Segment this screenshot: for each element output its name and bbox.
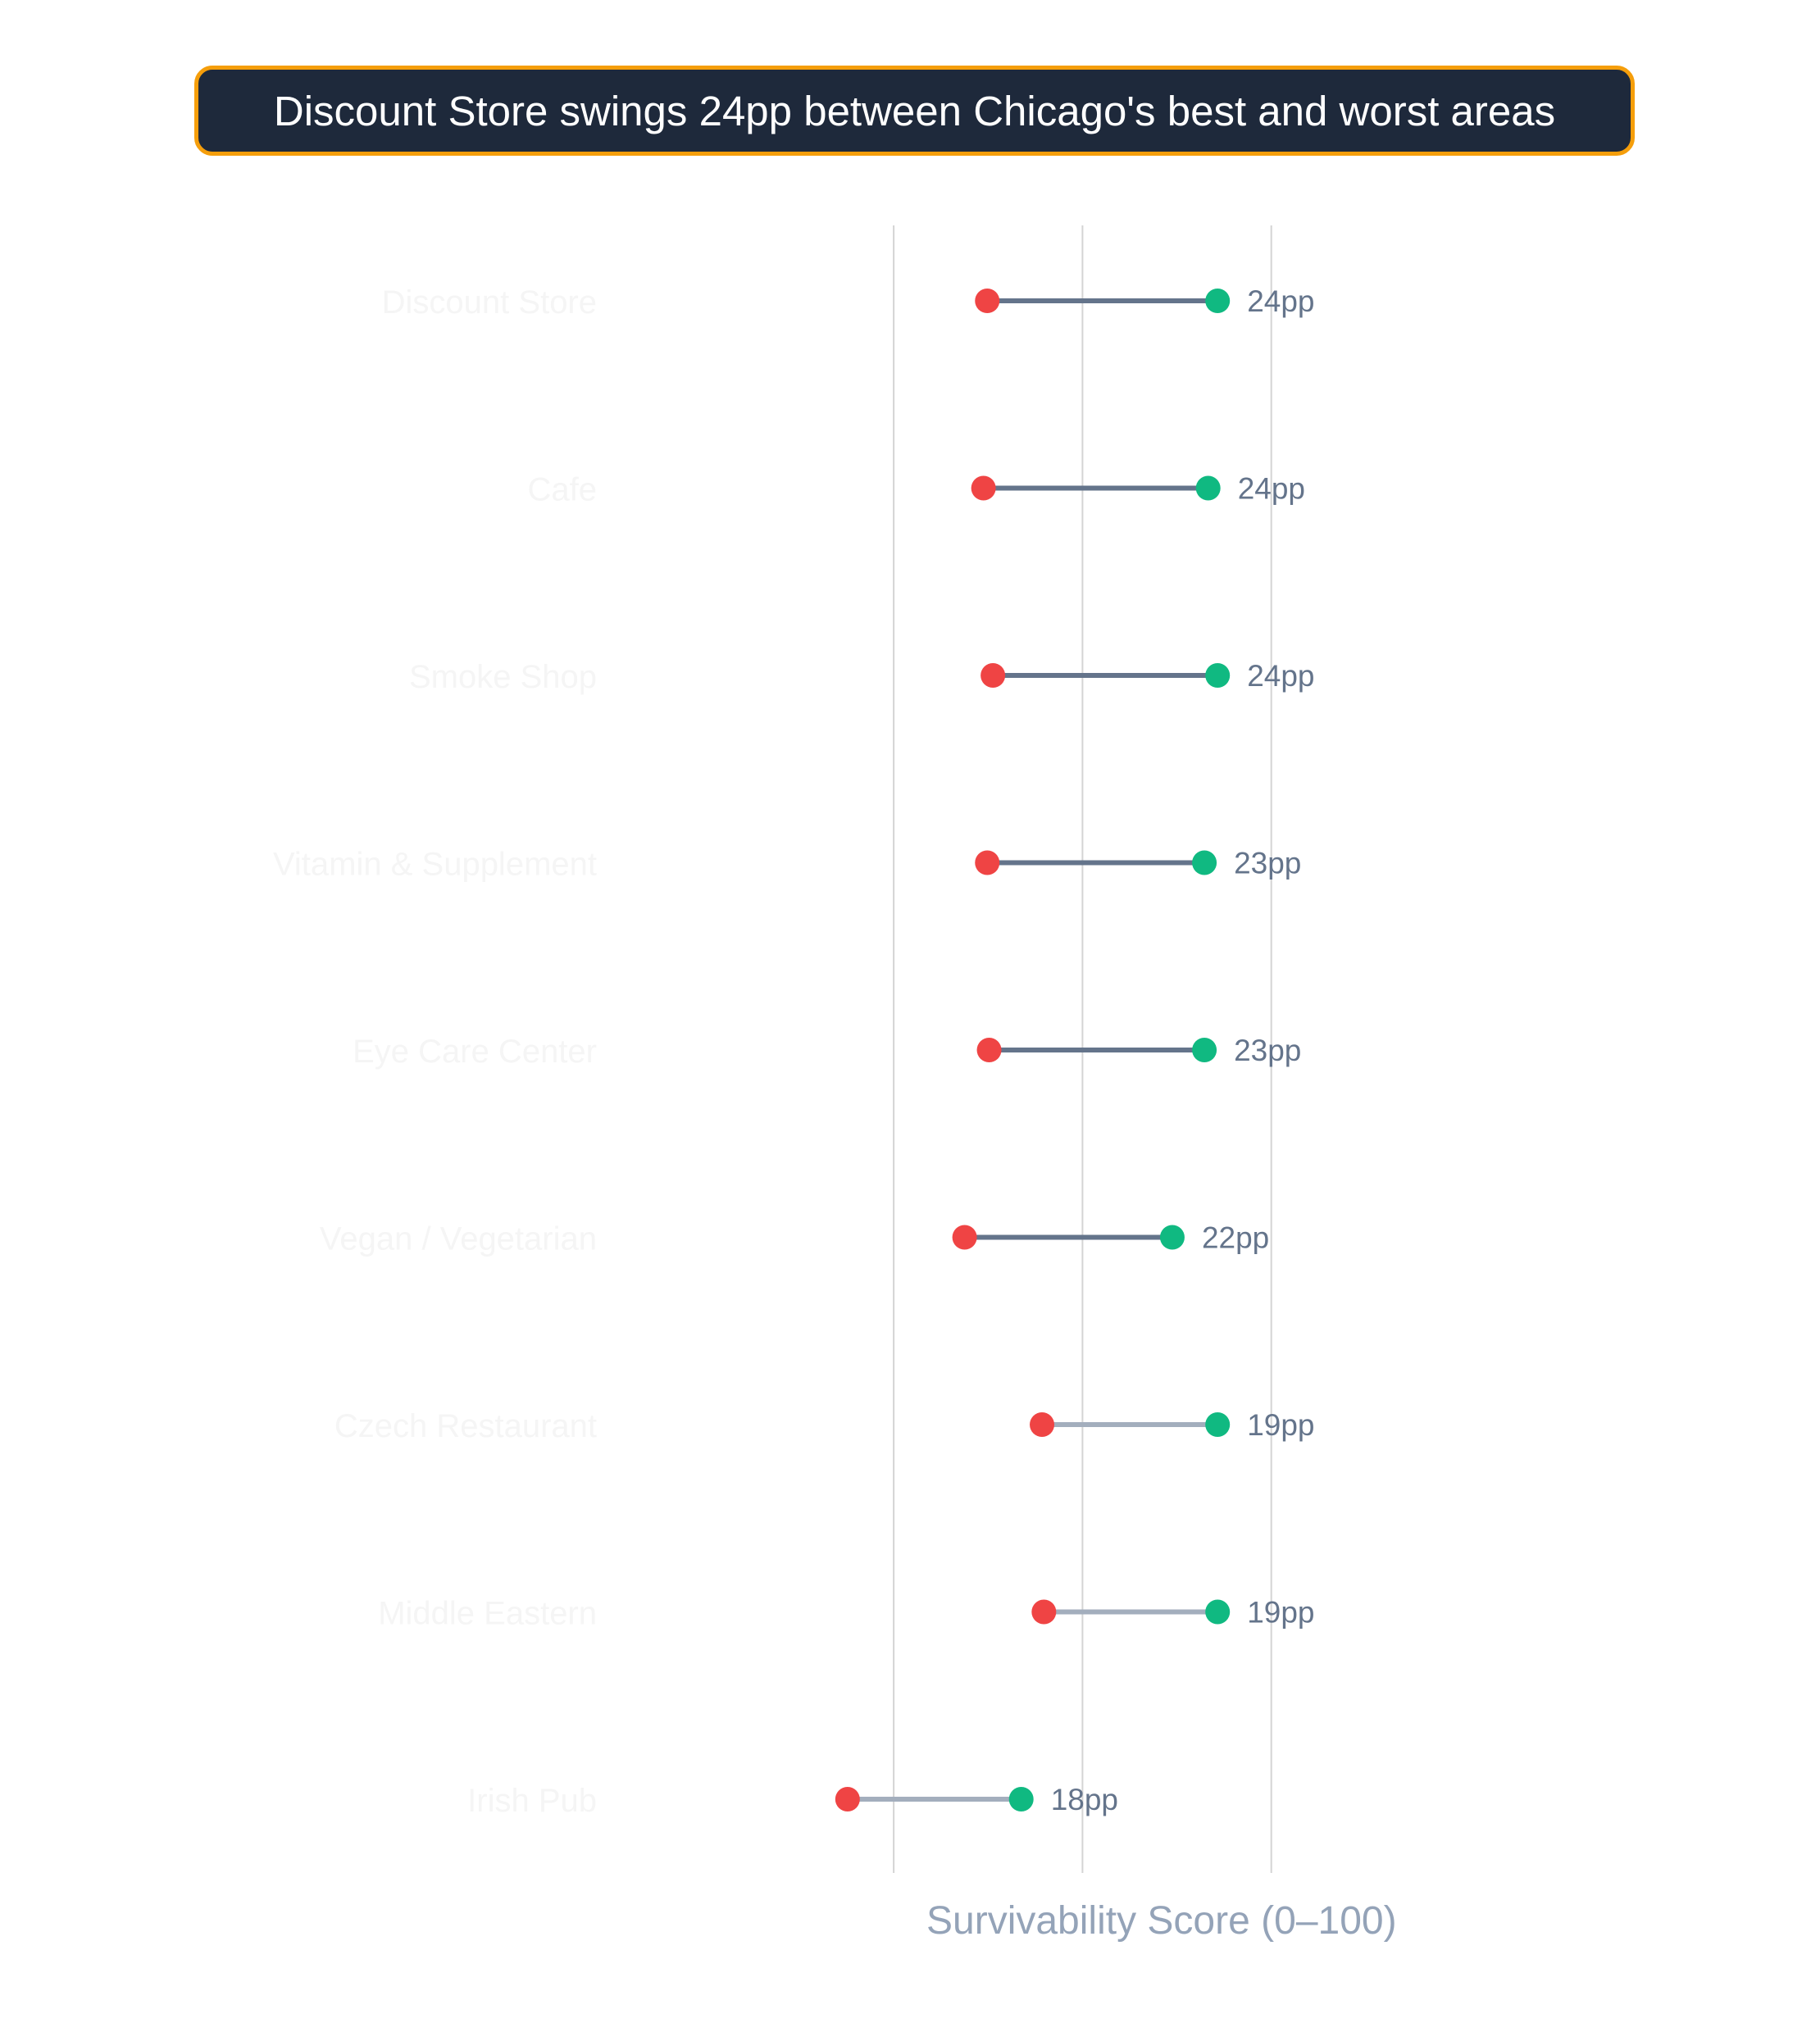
low-point	[971, 475, 996, 501]
category-label: Discount Store	[382, 284, 597, 320]
high-point	[1205, 1599, 1231, 1625]
category-label: Middle Eastern	[378, 1596, 597, 1632]
gap-label: 24pp	[1247, 659, 1314, 693]
category-label: Vitamin & Supplement	[273, 847, 597, 883]
high-point	[1159, 1225, 1185, 1250]
gap-label: 22pp	[1202, 1221, 1269, 1255]
category-label: Vegan / Vegetarian	[320, 1221, 597, 1257]
gap-label: 24pp	[1238, 472, 1305, 506]
category-label: Eye Care Center	[353, 1034, 597, 1070]
gap-label: 24pp	[1247, 284, 1314, 318]
low-point	[952, 1225, 977, 1250]
low-point	[976, 1038, 1002, 1062]
gap-label: 19pp	[1247, 1408, 1314, 1442]
chart-title-box: Discount Store swings 24pp between Chica…	[194, 66, 1635, 156]
high-point	[1192, 1038, 1217, 1062]
chart-title: Discount Store swings 24pp between Chica…	[273, 87, 1556, 134]
high-point	[1192, 850, 1217, 875]
low-point	[981, 663, 1006, 688]
gap-label: 18pp	[1051, 1783, 1118, 1816]
gap-label: 19pp	[1247, 1596, 1314, 1630]
category-label: Czech Restaurant	[334, 1408, 597, 1444]
high-point	[1205, 289, 1231, 313]
low-point	[1030, 1412, 1055, 1437]
low-point	[835, 1787, 860, 1811]
low-point	[975, 289, 1000, 313]
category-label: Smoke Shop	[409, 659, 597, 695]
category-label: Irish Pub	[467, 1783, 597, 1819]
gap-label: 23pp	[1234, 1034, 1301, 1067]
high-point	[1205, 1412, 1231, 1437]
x-axis-label: Survivability Score (0–100)	[926, 1899, 1397, 1943]
low-point	[1031, 1599, 1057, 1625]
high-point	[1195, 475, 1221, 501]
high-point	[1205, 663, 1231, 688]
high-point	[1008, 1787, 1034, 1811]
low-point	[975, 850, 1000, 875]
gap-label: 23pp	[1234, 847, 1301, 880]
category-label: Cafe	[528, 472, 598, 508]
